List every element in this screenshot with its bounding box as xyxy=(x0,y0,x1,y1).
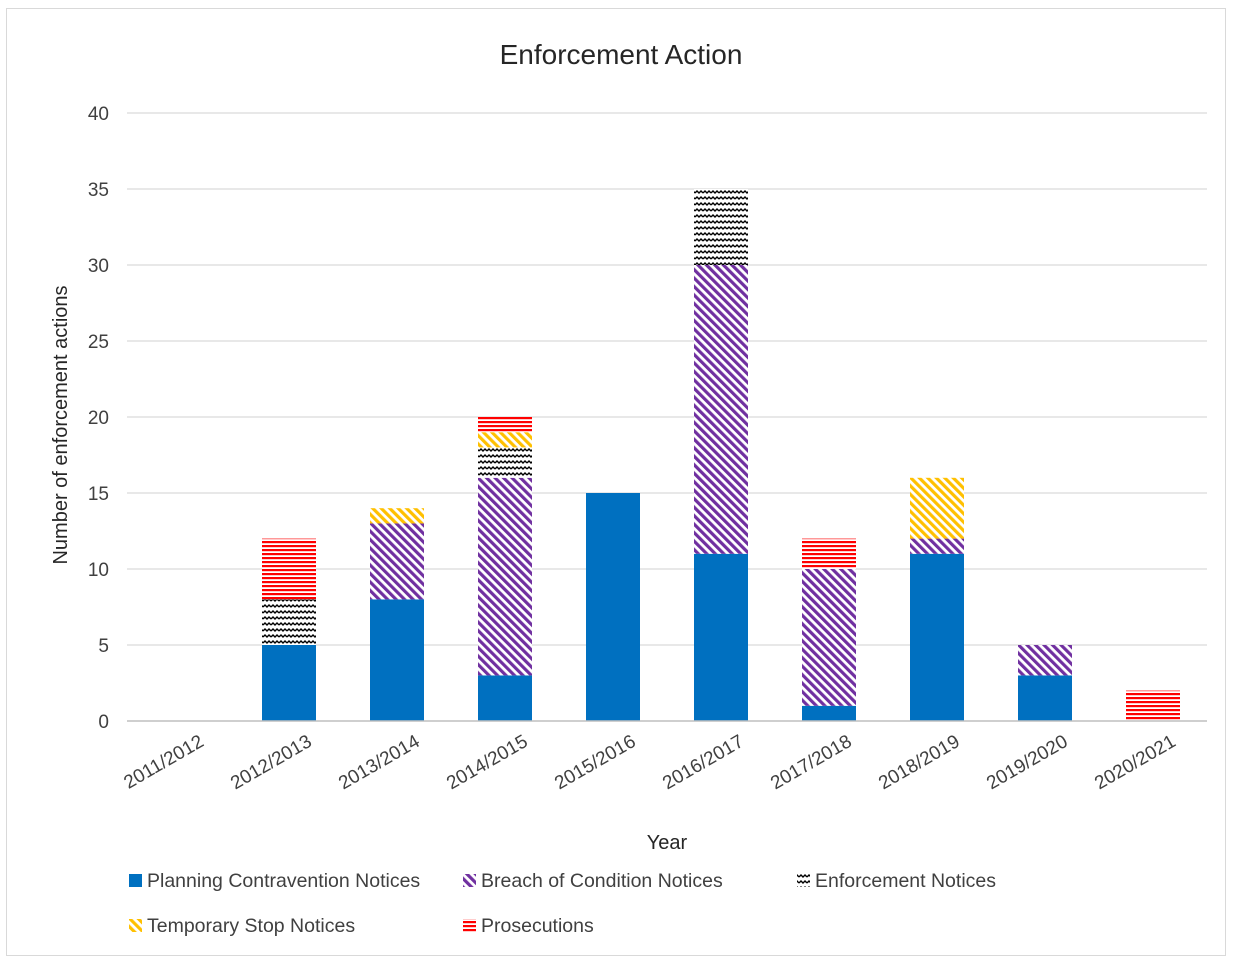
y-tick-label: 40 xyxy=(88,104,109,125)
bar-segment xyxy=(694,265,748,554)
x-tick-label: 2014/2015 xyxy=(443,731,531,794)
bar-segment xyxy=(1018,645,1072,676)
x-axis-label: Year xyxy=(647,832,688,854)
bar-segment xyxy=(802,569,856,706)
y-tick-label: 5 xyxy=(98,636,109,657)
y-tick-label: 20 xyxy=(88,408,109,429)
legend-label: Prosecutions xyxy=(481,915,594,937)
x-tick-label: 2015/2016 xyxy=(551,731,639,794)
bar-segment xyxy=(586,493,640,721)
bar-segment xyxy=(478,447,532,478)
legend-swatch xyxy=(129,919,142,932)
bar-segment xyxy=(478,417,532,433)
x-tick-label: 2018/2019 xyxy=(875,731,963,794)
legend-swatch xyxy=(797,874,810,887)
legend-item: Prosecutions xyxy=(463,915,594,937)
bar-segment xyxy=(802,705,856,721)
bar-segment xyxy=(694,553,748,721)
stacked-bar-chart: Enforcement Action 0 5 10 15 20 25 30 35 40 2011/… xyxy=(50,39,1207,937)
x-tick-label: 2017/2018 xyxy=(767,731,855,794)
legend-label: Breach of Condition Notices xyxy=(481,870,723,892)
bar-segment xyxy=(370,599,424,721)
legend-label: Enforcement Notices xyxy=(815,870,996,892)
bar-segment xyxy=(802,538,856,569)
y-tick-label: 15 xyxy=(88,484,109,505)
bar-segment xyxy=(370,508,424,524)
bar-segment xyxy=(478,675,532,721)
legend-label: Temporary Stop Notices xyxy=(147,915,355,937)
bar-segment xyxy=(1018,675,1072,721)
bar-segment xyxy=(694,189,748,265)
legend-item: Breach of Condition Notices xyxy=(463,870,723,892)
bar-segment xyxy=(478,477,532,676)
legend-swatch xyxy=(129,874,142,887)
bar-segment xyxy=(262,599,316,645)
bar-segment xyxy=(910,477,964,539)
bar-segment xyxy=(478,432,532,448)
legend-item: Enforcement Notices xyxy=(797,870,996,892)
y-axis-label: Number of enforcement actions xyxy=(50,285,72,564)
y-tick-label: 10 xyxy=(88,560,109,581)
legend-item: Temporary Stop Notices xyxy=(129,915,355,937)
bar-segment xyxy=(910,538,964,554)
y-tick-label: 35 xyxy=(88,180,109,201)
x-tick-label: 2016/2017 xyxy=(659,731,747,794)
bar-segment xyxy=(1126,690,1180,721)
bars xyxy=(262,189,1180,721)
bar-segment xyxy=(910,553,964,721)
chart-frame: Enforcement Action 0 5 10 15 20 25 30 35 40 2011/… xyxy=(6,8,1226,956)
legend-swatch xyxy=(463,919,476,932)
legend-label: Planning Contravention Notices xyxy=(147,870,420,892)
y-tick-label: 25 xyxy=(88,332,109,353)
bar-segment xyxy=(262,645,316,721)
x-tick-label: 2013/2014 xyxy=(335,731,424,794)
legend-item: Planning Contravention Notices xyxy=(129,870,420,892)
legend: Planning Contravention Notices Breach of … xyxy=(129,870,996,937)
x-tick-label: 2020/2021 xyxy=(1091,731,1179,794)
x-tick-label: 2019/2020 xyxy=(983,731,1071,794)
chart-title: Enforcement Action xyxy=(500,39,743,70)
bar-segment xyxy=(262,538,316,600)
y-tick-label: 30 xyxy=(88,256,109,277)
bar-segment xyxy=(370,523,424,600)
legend-swatch xyxy=(463,874,476,887)
x-tick-label: 2012/2013 xyxy=(227,731,315,794)
x-tick-label: 2011/2012 xyxy=(120,731,207,793)
y-tick-label: 0 xyxy=(98,712,109,733)
